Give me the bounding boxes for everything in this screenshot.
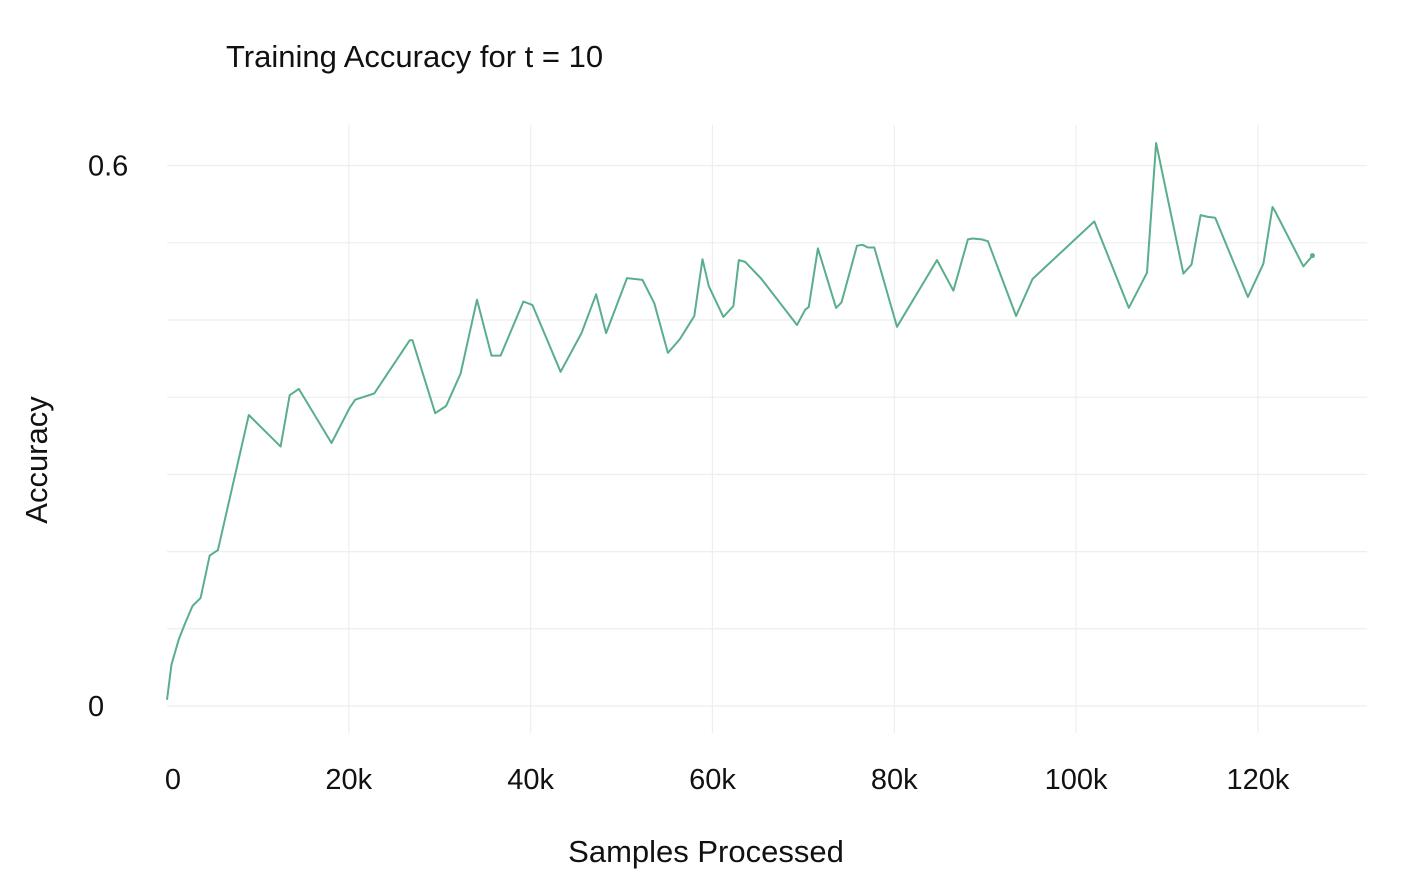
y-tick-label: 0 (88, 691, 104, 723)
x-tick-label: 120k (1226, 764, 1289, 796)
series-end-point (1309, 253, 1315, 259)
series-line-layer (166, 142, 1315, 700)
y-tick-label: 0.6 (88, 151, 128, 183)
x-tick-label: 60k (689, 764, 736, 796)
x-axis-ticks: 0 20k 40k 60k 80k 100k 120k (165, 764, 1290, 796)
y-axis-ticks: 00.6 (88, 151, 128, 723)
x-tick-label: 20k (325, 764, 372, 796)
x-axis-label: Samples Processed (568, 834, 844, 869)
x-tick-label: 0 (165, 764, 181, 796)
series-line-0 (166, 142, 1314, 700)
y-axis-label: Accuracy (19, 396, 54, 524)
x-tick-label: 80k (871, 764, 918, 796)
grid (167, 125, 1367, 733)
x-tick-label: 100k (1045, 764, 1108, 796)
x-tick-label: 40k (507, 764, 554, 796)
chart-title: Training Accuracy for t = 10 (226, 39, 603, 74)
